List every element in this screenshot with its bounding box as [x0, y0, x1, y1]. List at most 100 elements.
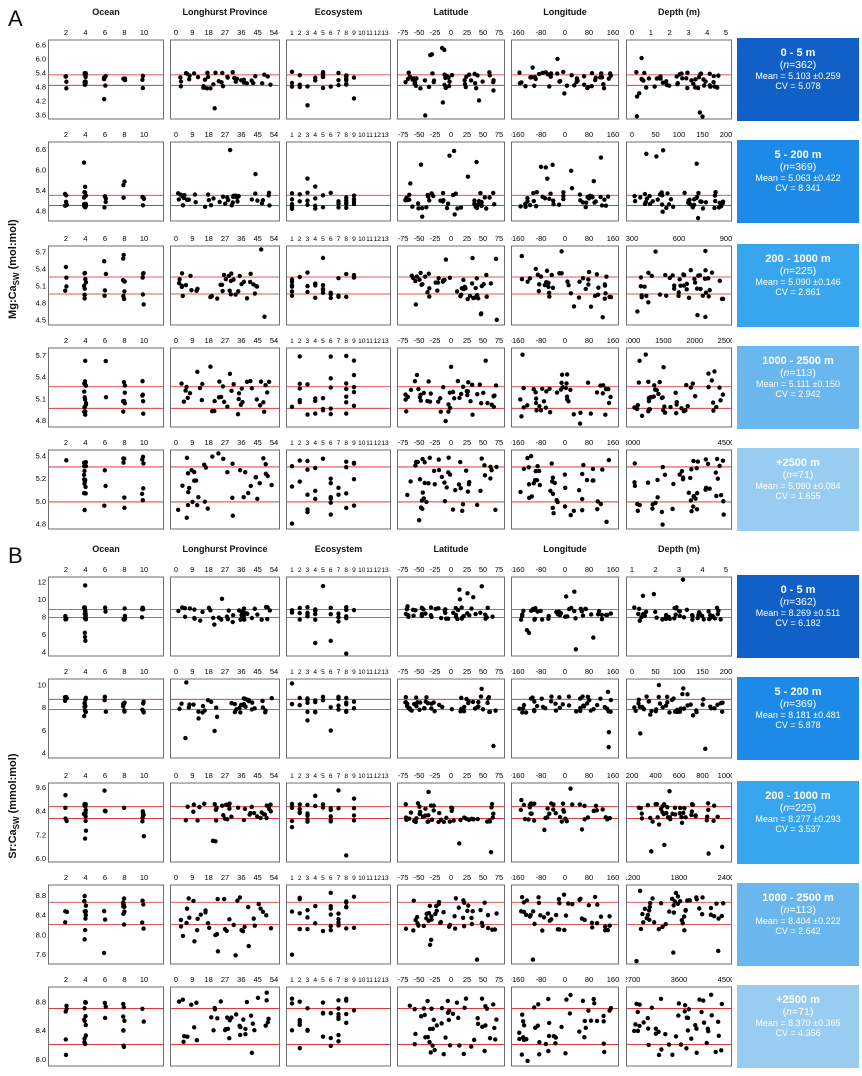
data-point — [527, 805, 533, 810]
data-point — [238, 617, 243, 622]
x-tick-label: -75 — [398, 130, 409, 139]
data-point — [646, 1042, 651, 1048]
data-point — [493, 1037, 498, 1042]
data-point — [608, 1006, 614, 1011]
subplot-longhurst-province: 0 9 18 27 36 45 54 — [170, 28, 280, 120]
data-point — [543, 70, 548, 75]
data-point — [201, 801, 207, 806]
data-point — [289, 197, 295, 202]
data-point — [469, 921, 475, 927]
data-point — [415, 921, 420, 926]
data-point — [441, 384, 446, 390]
data-point — [122, 179, 127, 184]
data-point — [600, 315, 605, 320]
data-point — [328, 638, 333, 643]
data-point — [464, 389, 470, 394]
data-point — [673, 606, 679, 611]
data-point — [444, 205, 450, 211]
data-point — [660, 705, 665, 710]
data-point — [641, 706, 647, 712]
mean-value: Mean = 5.090 ±0.084 — [755, 481, 841, 491]
data-point — [222, 816, 228, 821]
data-point — [540, 386, 545, 391]
data-point — [213, 932, 218, 938]
data-point — [561, 190, 566, 195]
data-point — [591, 179, 596, 184]
x-tick-label: 6 — [329, 338, 333, 345]
cv-value: CV = 4.356 — [775, 1028, 821, 1038]
data-point — [571, 304, 577, 309]
data-point — [181, 1039, 186, 1045]
x-tick-label: 2 — [64, 130, 68, 139]
subplot-frame — [48, 986, 164, 1067]
data-point — [410, 204, 415, 209]
data-point — [675, 80, 680, 86]
data-point — [320, 406, 326, 412]
data-point — [488, 849, 494, 855]
data-point — [205, 921, 211, 926]
x-tick-label: 27 — [221, 234, 229, 243]
x-tick-label: 1 — [290, 236, 294, 243]
data-point — [83, 491, 88, 496]
data-point — [434, 1023, 440, 1028]
data-point — [660, 464, 665, 470]
data-point — [656, 1052, 662, 1058]
data-point — [608, 697, 614, 703]
data-point — [82, 700, 87, 706]
y-tick-label: 5.4 — [36, 186, 46, 195]
x-tick-label: 9 — [352, 132, 356, 139]
data-point — [636, 611, 641, 617]
data-point — [580, 276, 586, 281]
data-point — [320, 255, 326, 261]
data-point — [344, 615, 349, 621]
depth-stats-box: 5 - 200 m (n=369) Mean = 8.181 ±0.481 CV = … — [737, 677, 859, 760]
x-tick-label: 9 — [190, 130, 194, 139]
sample-count: (n=113) — [737, 367, 859, 379]
data-point — [694, 709, 699, 715]
data-point — [453, 612, 459, 618]
mean-value: Mean = 8.370 ±0.365 — [755, 1018, 841, 1028]
x-tick-label: 45 — [253, 234, 261, 243]
data-point — [313, 611, 318, 617]
x-tick-label: 1 — [649, 28, 653, 37]
data-point — [604, 274, 609, 279]
data-point — [666, 1042, 672, 1047]
data-point — [63, 1009, 68, 1014]
y-tick-label: 7.2 — [36, 830, 46, 839]
data-point — [210, 454, 215, 459]
data-point — [228, 292, 234, 297]
column-title: Longitude — [543, 544, 587, 554]
data-point — [492, 202, 497, 207]
data-point — [427, 198, 432, 203]
data-point — [523, 912, 529, 918]
data-point — [427, 455, 432, 461]
x-tick-label: 9 — [352, 567, 356, 574]
data-point — [716, 916, 721, 921]
data-point — [583, 205, 588, 210]
x-tick-label: 27 — [221, 771, 229, 780]
x-tick-label: 36 — [237, 975, 245, 984]
x-tick-label: 25 — [463, 28, 471, 37]
data-point — [568, 512, 573, 518]
x-tick-label: -160 — [511, 130, 525, 139]
data-point — [564, 372, 570, 377]
x-tick-label: 18 — [204, 130, 212, 139]
x-tick-label: 4 — [83, 438, 87, 447]
data-point — [533, 605, 538, 611]
data-point — [313, 903, 318, 909]
data-point — [141, 461, 146, 466]
data-point — [632, 461, 637, 466]
data-point — [687, 197, 692, 203]
data-point — [472, 80, 478, 86]
x-tick-label: -25 — [430, 28, 441, 37]
data-point — [466, 903, 471, 908]
data-point — [195, 502, 200, 508]
data-point — [712, 198, 718, 204]
data-point — [649, 708, 654, 714]
x-tick-label: 27 — [221, 873, 229, 882]
data-point — [670, 204, 676, 210]
data-point — [525, 195, 530, 201]
data-point — [455, 206, 460, 211]
x-tick-label: 2400 — [718, 873, 732, 882]
data-point — [83, 912, 89, 918]
